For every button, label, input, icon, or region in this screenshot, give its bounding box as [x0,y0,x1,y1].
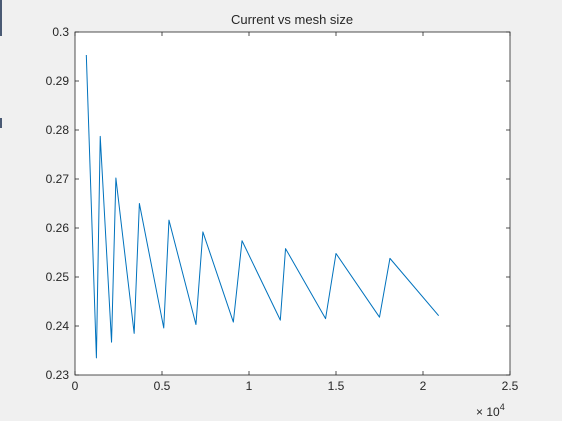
x-tick-label: 0.5 [154,379,171,393]
y-tick-label: 0.26 [46,221,70,235]
y-tick-label: 0.27 [46,172,70,186]
y-tick-label: 0.24 [46,319,70,333]
plot-layer [85,55,440,359]
x-exponent-power: 4 [500,402,505,412]
window-edge-strip [0,0,2,36]
ticks-layer: 0 0.5 1 1.5 2 2.5 0.23 0.24 0.25 0.26 0.27 0.28 0.29… [46,25,519,393]
y-tick-label: 0.25 [46,270,70,284]
chart-title: Current vs mesh size [231,12,353,27]
y-tick-label: 0.23 [46,368,70,382]
x-exponent-label: × 104 [476,402,505,419]
window-edge-strip-lower [0,118,2,128]
x-tick-label: 1.5 [328,379,345,393]
x-tick-label: 2 [420,379,427,393]
x-exponent-base: × 10 [476,405,500,419]
y-tick-label: 0.28 [46,123,70,137]
y-tick-label: 0.3 [52,25,69,39]
x-tick-label: 1 [246,379,253,393]
y-tick-label: 0.29 [46,74,70,88]
axes-box [74,31,511,376]
series-line [85,55,440,359]
x-tick-label: 2.5 [502,379,519,393]
x-tick-label: 0 [72,379,79,393]
axes-background [75,32,510,375]
